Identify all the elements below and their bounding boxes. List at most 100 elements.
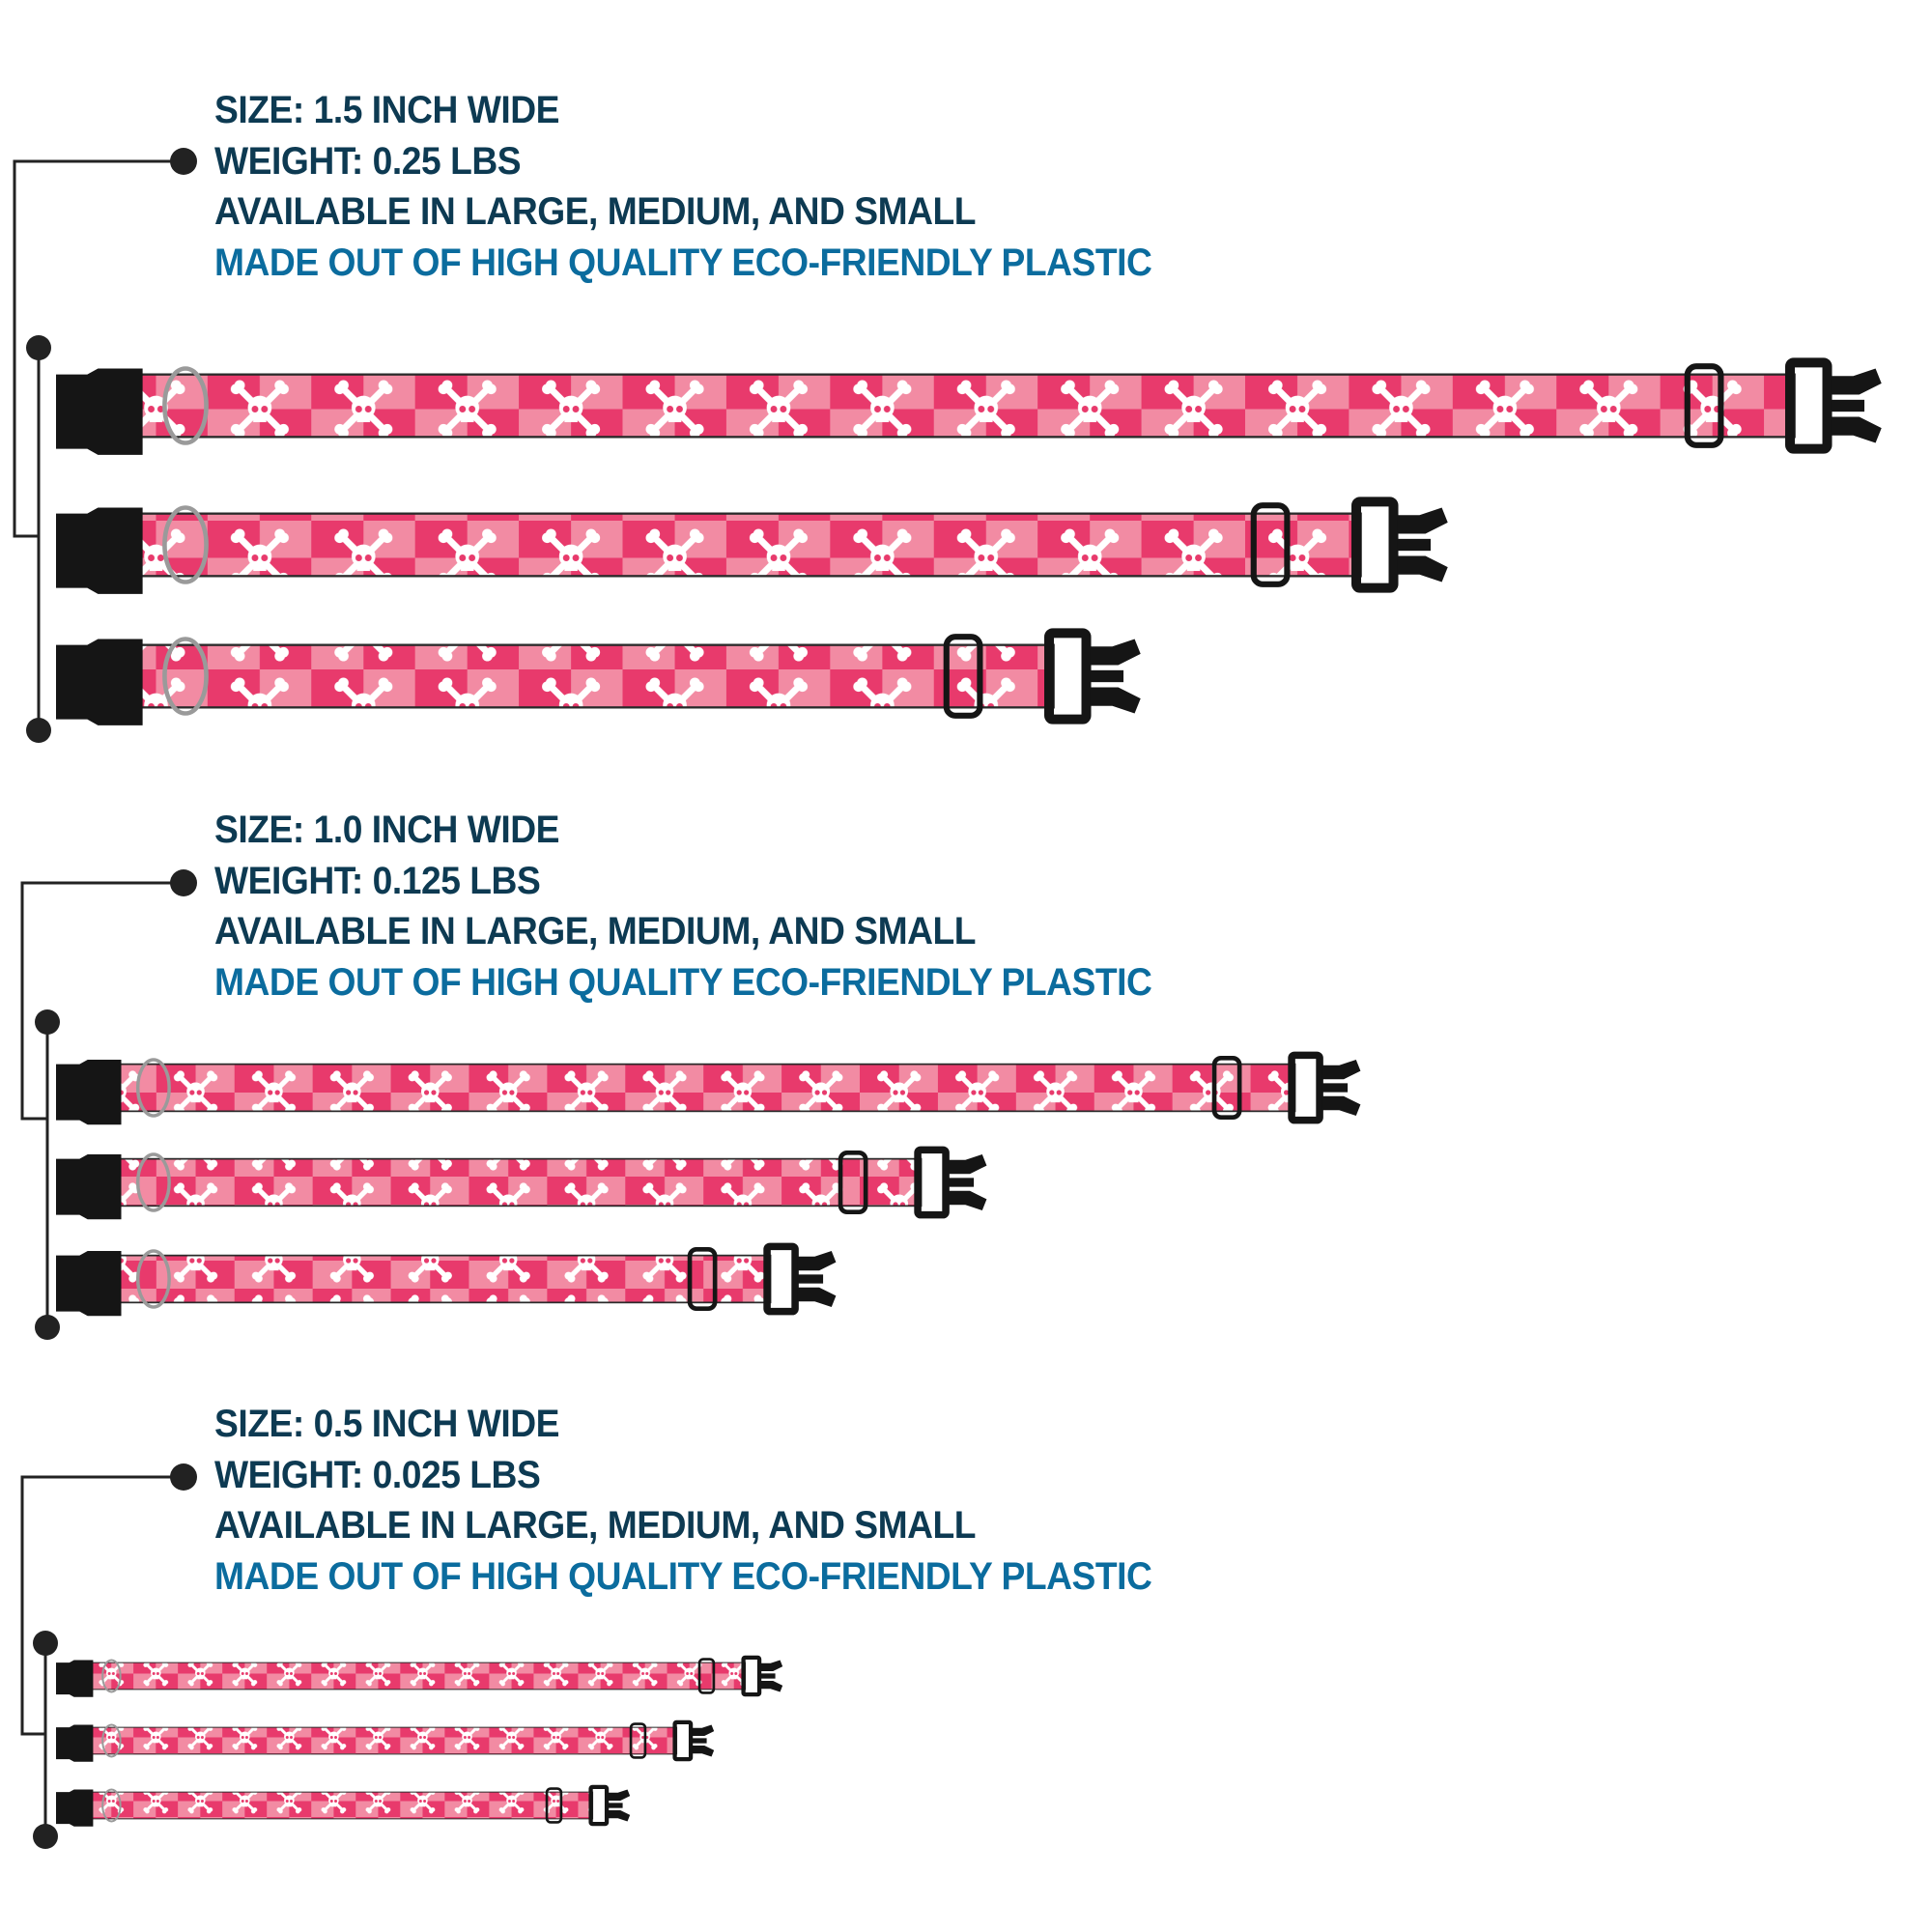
strap: [126, 643, 1055, 709]
buckle-female: [56, 1660, 94, 1697]
buckle-prong: [1321, 1060, 1361, 1080]
buckle-prong: [948, 1190, 987, 1210]
buckle-prong: [797, 1251, 837, 1271]
d-ring: [162, 366, 209, 445]
collar-large: [55, 357, 1882, 455]
buckle-female: [55, 1154, 122, 1220]
collar-group-1: [13, 148, 1882, 743]
bracket-dot: [33, 1631, 58, 1656]
collar-large: [56, 1655, 783, 1697]
collar-small: [55, 628, 1141, 725]
buckle-male-frame: [1044, 628, 1092, 724]
strap: [86, 1662, 747, 1690]
buckle-prong: [1397, 507, 1448, 534]
buckle-prong: [608, 1809, 631, 1822]
material-label: MADE OUT OF HIGH QUALITY ECO-FRIENDLY PL…: [214, 1554, 1152, 1598]
buckle-prong: [1090, 639, 1141, 666]
bracket-dot: [170, 1463, 197, 1491]
bracket-dot: [170, 148, 197, 175]
size-label: SIZE: 0.5 INCH WIDE: [214, 1403, 560, 1445]
spec-block-1-5-inch: SIZE: 1.5 INCH WIDE WEIGHT: 0.25 LBS AVA…: [214, 85, 1222, 288]
buckle-prong: [1831, 368, 1882, 395]
strap: [108, 1254, 772, 1304]
availability-label: AVAILABLE IN LARGE, MEDIUM, AND SMALL: [214, 190, 977, 233]
buckle-male-frame: [588, 1784, 610, 1827]
slider: [697, 1658, 716, 1694]
d-ring: [135, 1249, 171, 1309]
collar-group-3: [20, 1463, 783, 1849]
slider: [545, 1787, 563, 1824]
buckle-prong: [692, 1724, 715, 1737]
strap: [126, 512, 1362, 578]
strap: [126, 373, 1796, 439]
buckle-prong: [948, 1154, 987, 1175]
weight-label: WEIGHT: 0.025 LBS: [214, 1453, 541, 1496]
buckle-prong: [608, 1803, 623, 1808]
buckle-female: [56, 1789, 94, 1827]
bracket-dot: [26, 335, 51, 360]
buckle-prong: [1321, 1095, 1361, 1116]
slider: [838, 1150, 868, 1215]
buckle-female: [55, 507, 143, 594]
buckle-prong: [1321, 1083, 1349, 1093]
bracket-dot: [35, 1009, 60, 1035]
buckle-prong: [797, 1287, 837, 1307]
slider: [1684, 363, 1724, 448]
buckle-female: [55, 639, 143, 725]
buckle-female: [55, 1060, 122, 1125]
size-label: SIZE: 1.0 INCH WIDE: [214, 809, 560, 851]
material-label: MADE OUT OF HIGH QUALITY ECO-FRIENDLY PL…: [214, 241, 1152, 284]
d-ring: [101, 1659, 122, 1693]
buckle-prong: [1831, 416, 1882, 443]
slider: [943, 634, 983, 719]
d-ring: [135, 1058, 171, 1118]
bracket-dot: [35, 1315, 60, 1340]
buckle-prong: [1397, 538, 1432, 552]
buckle-prong: [760, 1673, 776, 1679]
size-label: SIZE: 1.5 INCH WIDE: [214, 89, 560, 131]
d-ring: [101, 1788, 122, 1823]
weight-label: WEIGHT: 0.25 LBS: [214, 139, 522, 183]
slider: [1211, 1055, 1242, 1121]
buckle-male-frame: [672, 1719, 694, 1762]
collar-small: [55, 1242, 837, 1317]
buckle-prong: [692, 1738, 707, 1744]
buckle-female: [56, 1724, 94, 1762]
buckle-female: [55, 368, 143, 455]
buckle-male-frame: [1288, 1051, 1323, 1124]
buckle-male-frame: [1785, 357, 1833, 454]
weight-label: WEIGHT: 0.125 LBS: [214, 859, 541, 902]
strap: [86, 1726, 678, 1755]
collar-large: [55, 1051, 1361, 1125]
buckle-prong: [797, 1274, 824, 1284]
bracket-dot: [26, 718, 51, 743]
strap: [108, 1063, 1296, 1113]
bracket-line: [20, 1475, 184, 1736]
buckle-prong: [760, 1660, 783, 1672]
collar-medium: [55, 1146, 987, 1220]
buckle-male-frame: [914, 1146, 950, 1219]
strap: [108, 1157, 923, 1208]
d-ring: [162, 637, 209, 716]
buckle-prong: [1831, 399, 1865, 412]
buckle-prong: [760, 1680, 783, 1692]
spec-block-0-5-inch: SIZE: 0.5 INCH WIDE WEIGHT: 0.025 LBS AV…: [214, 1399, 1222, 1602]
slider: [629, 1722, 647, 1759]
buckle-prong: [1090, 687, 1141, 714]
spec-block-1-0-inch: SIZE: 1.0 INCH WIDE WEIGHT: 0.125 LBS AV…: [214, 805, 1222, 1008]
buckle-prong: [948, 1178, 975, 1187]
availability-label: AVAILABLE IN LARGE, MEDIUM, AND SMALL: [214, 910, 977, 952]
bracket-line: [20, 881, 184, 1121]
slider: [687, 1246, 718, 1312]
collar-medium: [56, 1719, 715, 1762]
buckle-male-frame: [741, 1655, 762, 1697]
availability-label: AVAILABLE IN LARGE, MEDIUM, AND SMALL: [214, 1504, 977, 1547]
collar-small: [56, 1784, 631, 1827]
buckle-prong: [608, 1789, 631, 1802]
buckle-male-frame: [763, 1242, 799, 1316]
collar-medium: [55, 497, 1448, 594]
bracket-dot: [33, 1824, 58, 1849]
buckle-prong: [692, 1745, 715, 1757]
d-ring: [101, 1723, 122, 1758]
